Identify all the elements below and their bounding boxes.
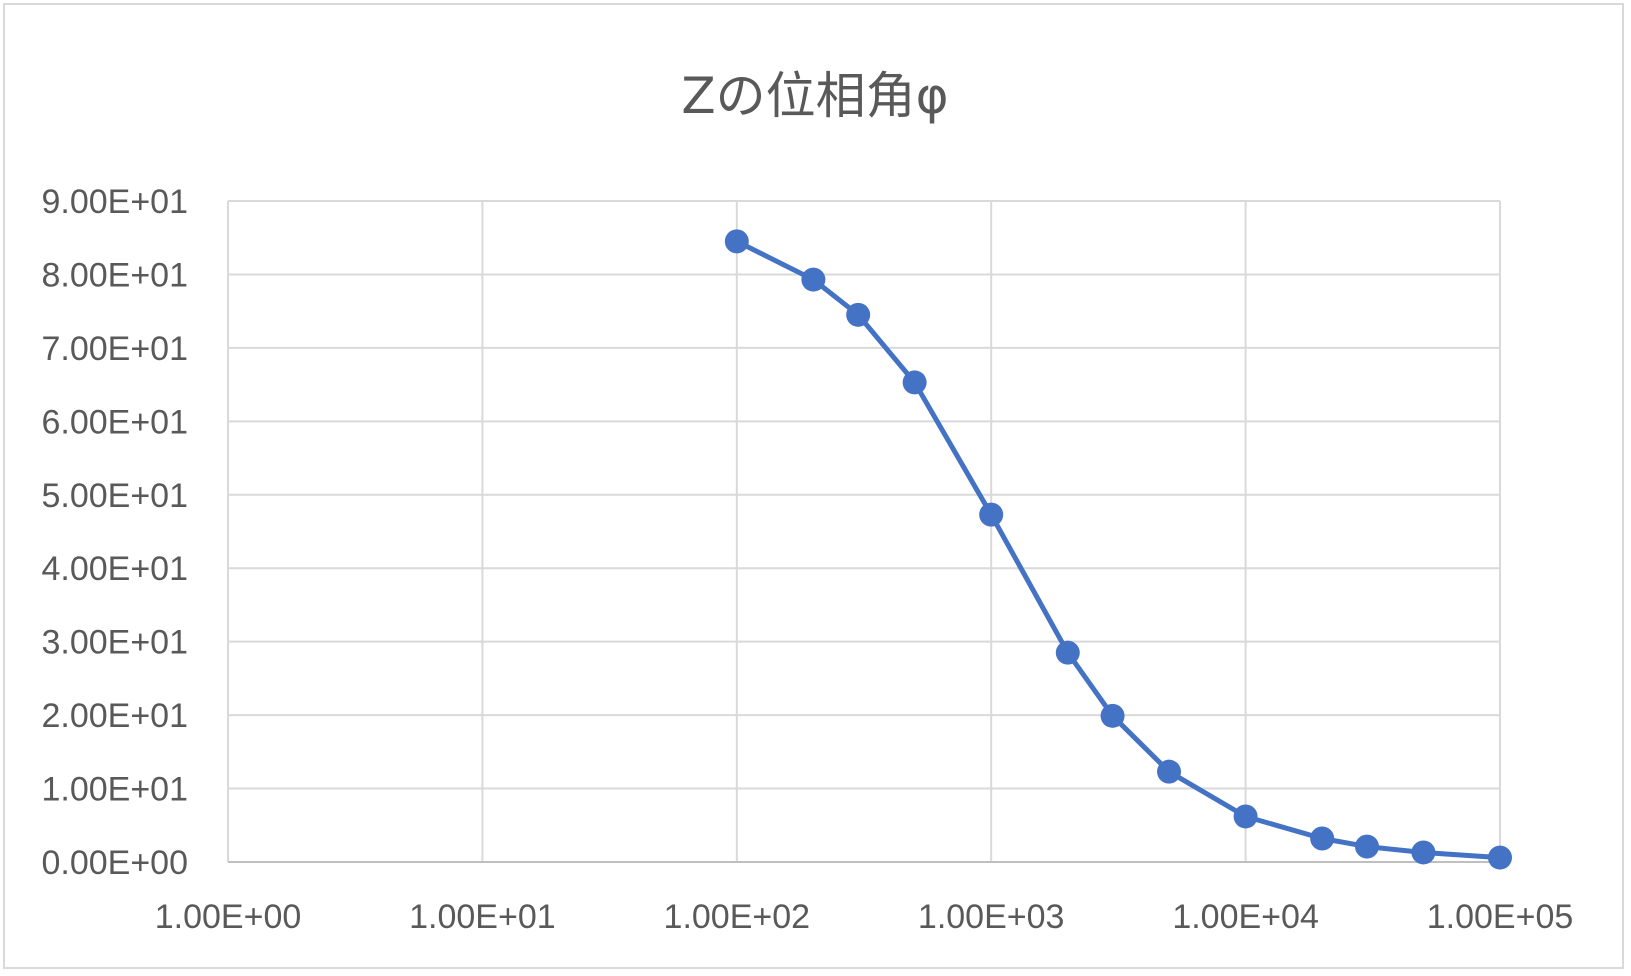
y-tick-label: 9.00E+01 — [41, 183, 188, 221]
y-axis-tick-labels: 0.00E+00 1.00E+01 2.00E+01 3.00E+01 4.00E+01… — [41, 183, 188, 882]
gridlines — [227, 200, 1501, 862]
y-tick-label: 0.00E+00 — [41, 844, 188, 882]
y-tick-label: 6.00E+01 — [41, 403, 188, 441]
data-point — [1411, 840, 1436, 865]
data-point — [1100, 703, 1125, 728]
data-point — [902, 370, 927, 395]
y-tick-label: 7.00E+01 — [41, 330, 188, 368]
data-point — [801, 267, 826, 292]
x-tick-label: 1.00E+04 — [1172, 898, 1319, 936]
y-tick-label: 2.00E+01 — [41, 697, 188, 735]
x-tick-label: 1.00E+00 — [155, 898, 302, 936]
series-line — [734, 238, 1503, 861]
x-tick-label: 1.00E+02 — [664, 898, 811, 936]
x-tick-label: 1.00E+03 — [918, 898, 1065, 936]
data-point — [1233, 804, 1258, 829]
x-axis-tick-labels: 1.00E+00 1.00E+01 1.00E+02 1.00E+03 1.00E+04… — [155, 898, 1574, 936]
data-point — [846, 302, 871, 327]
series-layer — [724, 229, 1512, 870]
data-point — [1055, 640, 1080, 665]
data-point — [1310, 826, 1335, 851]
y-tick-label: 3.00E+01 — [41, 624, 188, 662]
data-point — [1354, 834, 1379, 859]
chart-area — [3, 3, 1624, 969]
chart-title: Zの位相角φ — [681, 67, 948, 125]
y-tick-label: 8.00E+01 — [41, 256, 188, 294]
data-point — [1157, 759, 1182, 784]
data-point — [724, 229, 749, 254]
data-point — [979, 502, 1004, 527]
data-point — [1488, 845, 1512, 870]
x-tick-label: 1.00E+05 — [1427, 898, 1574, 936]
y-tick-label: 1.00E+01 — [41, 771, 188, 809]
y-tick-label: 4.00E+01 — [41, 550, 188, 588]
y-tick-label: 5.00E+01 — [41, 477, 188, 515]
x-tick-label: 1.00E+01 — [409, 898, 556, 936]
